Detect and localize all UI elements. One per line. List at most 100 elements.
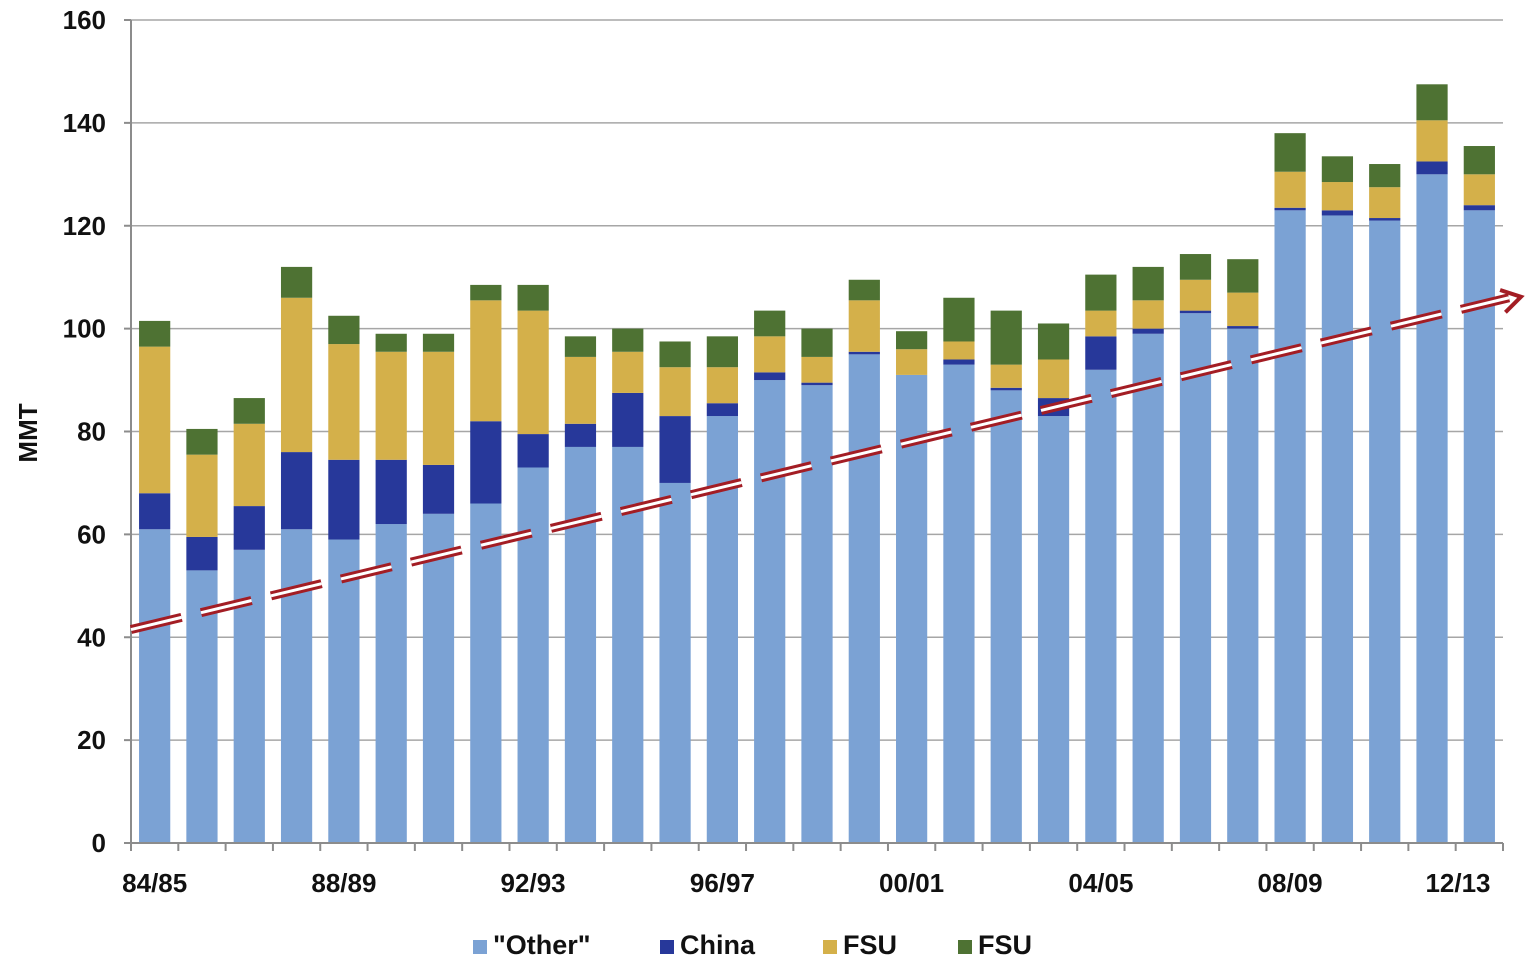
- bar-segment-fsu-3: [1416, 84, 1448, 121]
- bar-segment-fsu-3: [328, 315, 360, 345]
- y-tick-label: 20: [77, 725, 106, 755]
- bar-segment-fsu-2: [659, 367, 691, 417]
- bar-segment-fsu-3: [1463, 146, 1495, 175]
- bar-segment-china: [801, 382, 833, 386]
- bar-segment-fsu-2: [280, 297, 313, 453]
- bar-segment-other: [517, 467, 549, 843]
- bar-segment-fsu-2: [1416, 120, 1448, 162]
- bar-segment-other: [1132, 333, 1164, 843]
- bar-segment-other: [943, 364, 975, 843]
- bar-segment-fsu-2: [801, 356, 833, 383]
- bar-segment-fsu-3: [1321, 156, 1354, 183]
- bar-segment-fsu-2: [1085, 310, 1117, 337]
- bar-segment-fsu-2: [1369, 187, 1401, 219]
- bar-segment-fsu-3: [754, 310, 786, 337]
- bar-segment-other: [659, 482, 691, 843]
- y-tick-label: 140: [63, 108, 106, 138]
- bar-segment-fsu-3: [1037, 323, 1070, 360]
- y-tick-label: 60: [77, 519, 106, 549]
- bar-segment-china: [1416, 161, 1448, 175]
- bars: [139, 84, 1495, 844]
- bar-segment-fsu-3: [1274, 133, 1306, 172]
- bar-segment-fsu-3: [422, 333, 455, 352]
- bar-segment-fsu-3: [1085, 274, 1117, 311]
- x-tick-label: 04/05: [1068, 868, 1133, 898]
- bar-segment-other: [1274, 210, 1306, 843]
- trend-line: [129, 288, 1525, 634]
- y-tick-label: 40: [77, 622, 106, 652]
- bar-segment-fsu-2: [706, 367, 738, 404]
- bar-segment-fsu-2: [375, 351, 407, 460]
- legend-swatch: [473, 940, 487, 954]
- bar-segment-fsu-3: [470, 284, 502, 301]
- bar-segment-fsu-2: [990, 364, 1022, 388]
- bar-segment-china: [1085, 336, 1117, 370]
- bar-segment-other: [1179, 313, 1212, 843]
- bar-segment-other: [139, 529, 171, 843]
- bar-segment-china: [233, 506, 265, 550]
- y-tick-label: 160: [63, 5, 106, 35]
- trend-line-inner: [130, 296, 1510, 631]
- bar-segment-fsu-2: [422, 351, 455, 465]
- bar-segment-fsu-2: [470, 300, 502, 422]
- x-tick-label: 00/01: [879, 868, 944, 898]
- y-tick-label: 100: [63, 314, 106, 344]
- bar-segment-other: [1416, 174, 1448, 843]
- bar-segment-fsu-2: [1179, 279, 1212, 311]
- legend-swatch: [660, 940, 674, 954]
- bar-segment-china: [706, 403, 738, 417]
- bar-segment-fsu-2: [1274, 171, 1306, 208]
- legend-label: "Other": [493, 930, 591, 960]
- bar-segment-fsu-3: [280, 266, 313, 298]
- bar-segment-china: [375, 459, 407, 525]
- bar-segment-fsu-3: [139, 320, 171, 347]
- bar-segment-china: [848, 351, 880, 355]
- legend: "Other" China FSU FSU: [473, 930, 1032, 960]
- bar-segment-fsu-2: [233, 423, 265, 507]
- bar-segment-other: [1037, 416, 1070, 843]
- bar-segment-other: [375, 524, 407, 843]
- bar-segment-fsu-3: [706, 336, 738, 368]
- bar-segment-china: [1321, 210, 1354, 216]
- bar-segment-china: [1369, 218, 1401, 221]
- bar-segment-other: [328, 539, 360, 843]
- y-tick-labels: 0 20 40 60 80 100 120 140 160: [63, 5, 106, 858]
- bar-segment-china: [1179, 310, 1212, 314]
- bar-segment-china: [990, 387, 1022, 391]
- x-tick-label: 96/97: [690, 868, 755, 898]
- bar-segment-china: [517, 434, 549, 468]
- bar-segment-china: [1227, 326, 1259, 329]
- bar-segment-fsu-3: [233, 398, 265, 424]
- bar-segment-fsu-2: [1132, 300, 1164, 329]
- bar-segment-fsu-3: [1179, 254, 1212, 280]
- bar-segment-fsu-2: [1037, 359, 1070, 399]
- bar-segment-other: [801, 385, 833, 843]
- x-tick-label: 84/85: [122, 868, 187, 898]
- bar-segment-china: [659, 416, 691, 483]
- bar-segment-fsu-3: [1369, 164, 1401, 188]
- bar-segment-china: [1132, 328, 1164, 334]
- bar-segment-fsu-3: [896, 331, 928, 350]
- bar-segment-fsu-2: [1227, 292, 1259, 327]
- bar-segment-fsu-3: [1132, 266, 1164, 301]
- bar-segment-china: [139, 493, 171, 530]
- bar-segment-fsu-2: [754, 336, 786, 373]
- x-tick-label: 92/93: [501, 868, 566, 898]
- bar-segment-china: [754, 372, 786, 381]
- bar-segment-fsu-3: [943, 297, 975, 342]
- bar-segment-fsu-2: [848, 300, 880, 352]
- bar-segment-china: [1463, 205, 1495, 211]
- bar-segment-other: [564, 446, 597, 843]
- bar-segment-fsu-2: [943, 341, 975, 360]
- legend-label: China: [680, 930, 756, 960]
- bar-segment-other: [470, 503, 502, 843]
- trend-arrowhead: [1499, 288, 1525, 314]
- bar-segment-fsu-3: [186, 428, 218, 455]
- y-tick-label: 120: [63, 211, 106, 241]
- bar-segment-china: [280, 452, 313, 530]
- bar-segment-fsu-3: [801, 328, 833, 357]
- x-tick-label: 08/09: [1258, 868, 1323, 898]
- bar-segment-fsu-2: [896, 349, 928, 375]
- bar-segment-fsu-2: [612, 351, 644, 393]
